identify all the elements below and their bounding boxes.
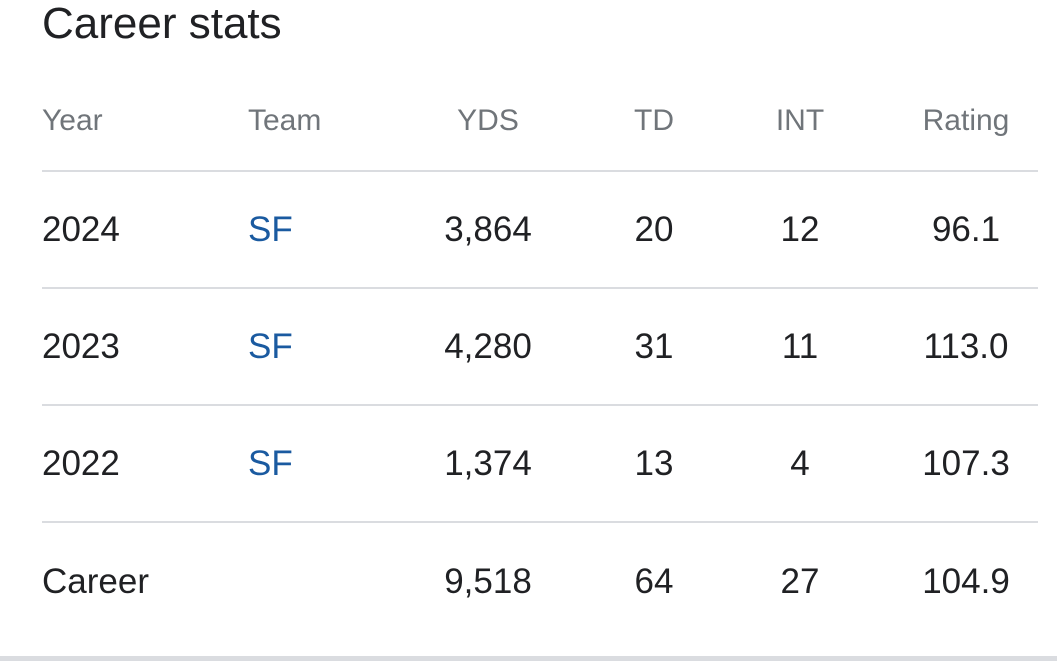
yds-cell: 4,280 <box>444 326 532 366</box>
page-title: Career stats <box>42 0 282 48</box>
team-cell: SF <box>248 172 398 287</box>
table-row: 2022 SF 1,374 13 4 107.3 <box>42 406 1038 523</box>
column-header-team: Team <box>248 104 322 137</box>
career-td: 64 <box>634 561 674 601</box>
team-link[interactable]: SF <box>248 209 293 249</box>
int-cell: 4 <box>790 443 810 483</box>
rating-cell: 113.0 <box>923 326 1009 366</box>
bottom-divider <box>0 656 1057 661</box>
int-cell: 12 <box>780 209 820 249</box>
int-cell: 11 <box>781 326 819 366</box>
team-cell: SF <box>248 406 398 521</box>
column-header-rating: Rating <box>922 104 1010 137</box>
td-cell: 13 <box>634 443 674 483</box>
column-header-year: Year <box>42 104 103 137</box>
career-stats-table: Year Team YDS TD INT Rating 2024 SF 3,86… <box>42 72 1038 640</box>
career-total-row: Career 9,518 64 27 104.9 <box>42 523 1038 640</box>
career-label: Career <box>42 561 149 601</box>
table-row: 2023 SF 4,280 31 11 113.0 <box>42 289 1038 406</box>
column-header-td: TD <box>634 104 674 137</box>
year-cell: 2024 <box>42 209 120 249</box>
career-yds: 9,518 <box>444 561 532 601</box>
table-header-row: Year Team YDS TD INT Rating <box>42 72 1038 172</box>
column-header-int: INT <box>775 104 825 137</box>
year-cell: 2022 <box>42 443 120 483</box>
rating-cell: 96.1 <box>931 209 1001 249</box>
td-cell: 20 <box>634 209 674 249</box>
td-cell: 31 <box>634 326 674 366</box>
team-cell: SF <box>248 289 398 404</box>
career-int: 27 <box>780 561 820 601</box>
team-cell-empty <box>248 523 398 640</box>
team-link[interactable]: SF <box>248 443 293 483</box>
yds-cell: 3,864 <box>444 209 532 249</box>
column-header-yds: YDS <box>457 104 519 137</box>
team-link[interactable]: SF <box>248 326 293 366</box>
year-cell: 2023 <box>42 326 120 366</box>
rating-cell: 107.3 <box>922 443 1010 483</box>
yds-cell: 1,374 <box>444 443 532 483</box>
career-rating: 104.9 <box>922 561 1010 601</box>
table-row: 2024 SF 3,864 20 12 96.1 <box>42 172 1038 289</box>
